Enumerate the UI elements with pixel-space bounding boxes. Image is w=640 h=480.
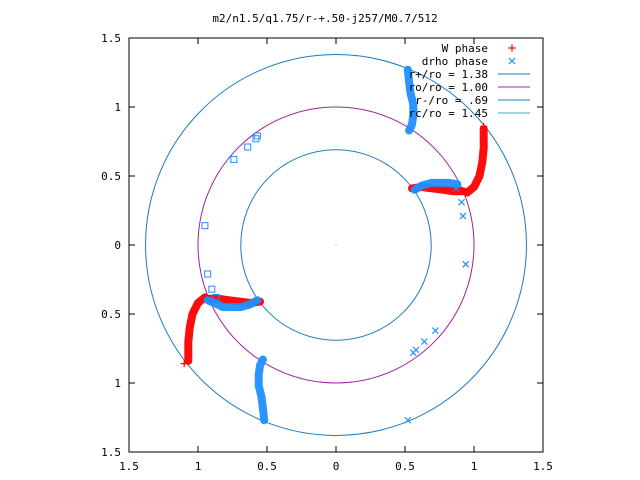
drho-phase-point [409,349,417,357]
circle-series-1-38 [145,54,527,436]
y-tick-label: 0.5 [101,170,121,183]
drho-square-point [208,285,216,293]
drho-phase-point [404,416,412,424]
legend-marker-drho-phase [508,57,516,65]
x-tick-label: 0.5 [395,460,415,473]
legend-marker-drho-phase-b [508,57,516,65]
legend-label: drho phase [422,55,488,68]
plot-area: 1.5 1 0.5 0 0.5 1 1.51.510.500.511.5 [101,32,553,473]
origin-point [335,244,337,246]
drho-phase-point-b [409,349,417,357]
y-tick-label: 1 [114,101,121,114]
circle-series-1 [197,106,475,384]
x-tick-label: 1.5 [533,460,553,473]
drho-phase-point [462,260,470,268]
legend-label: rc/ro = 1.45 [409,107,488,120]
legend-label: W phase [442,42,488,55]
phase-band-1 [184,293,209,365]
drho-square-point [230,155,238,163]
drho-phase-point-b [462,260,470,268]
phase-band-0 [463,125,488,197]
drho-phase-point-b [431,327,439,334]
drho-square-point [252,135,260,143]
y-tick-label: 1 [114,377,121,390]
series-drho-phase [201,65,462,425]
x-tick-label: 0 [333,460,340,473]
phase-band-2 [410,178,462,194]
legend-label: ro/ro = 1.00 [409,81,488,94]
drho-phase-point-b [452,184,460,192]
legend-label: r+/ro = 1.38 [409,68,488,81]
drho-square-point [212,293,220,301]
drho-square-point [201,222,209,230]
y-tick-label: 1.5 [101,446,121,459]
drho-square-point [244,143,252,151]
legend-marker-w-phase [508,44,516,52]
y-tick-label: 0.5 [101,308,121,321]
drho-phase-point-b [459,212,467,220]
legend-label: r-/ro = .69 [415,94,488,107]
y-tick-label: 1.5 [101,32,121,45]
drho-phase-point-b [420,338,428,346]
drho-phase-point-b [458,198,466,206]
w-phase-point [180,360,188,368]
drho-phase-point [459,212,467,220]
drho-phase-point-b [404,416,412,424]
phase-band-1 [254,355,269,425]
w-phase-point [480,122,488,130]
drho-phase-point [431,327,439,334]
drho-phase-point [458,198,466,206]
x-tick-label: 0.5 [257,460,277,473]
drho-phase-point [420,338,428,346]
drho-phase-point [452,184,460,192]
chart-title: m2/n1.5/q1.75/r-+.50-j257/M0.7/512 [212,12,437,25]
phase-band-3 [203,296,262,312]
circle-series-0-69 [240,149,432,341]
x-tick-label: 1.5 [119,460,139,473]
y-tick-label: 0 [114,239,121,252]
phase-band-0 [403,65,418,135]
drho-square-point [204,270,212,278]
x-tick-label: 1 [195,460,202,473]
x-tick-label: 1 [471,460,478,473]
